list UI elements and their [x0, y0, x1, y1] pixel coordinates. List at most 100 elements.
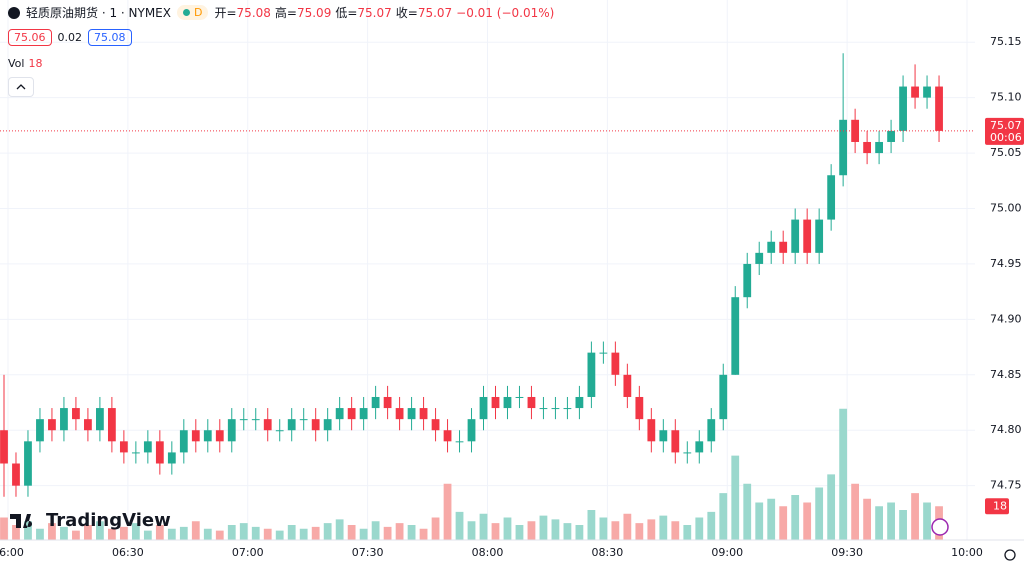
- volume-bar: [84, 525, 92, 540]
- last-volume-label: 18: [993, 499, 1007, 512]
- candle-body: [227, 419, 236, 442]
- y-tick-label: 74.80: [990, 423, 1022, 436]
- candle-body: [167, 452, 176, 464]
- ohlc-value: 75.07: [357, 6, 392, 20]
- volume-bar: [0, 517, 8, 540]
- volume-bar: [479, 513, 488, 540]
- candle-body: [131, 452, 140, 454]
- volume-bar: [131, 523, 140, 540]
- settings-icon: [1004, 549, 1016, 561]
- candle-body: [539, 408, 548, 410]
- candle-body: [263, 419, 272, 431]
- collapse-button[interactable]: [8, 77, 34, 97]
- volume-bar: [107, 528, 116, 540]
- candle-body: [455, 441, 464, 443]
- volume-bar: [659, 515, 668, 540]
- volume-bar: [119, 526, 128, 540]
- volume-bar: [815, 487, 824, 540]
- candle-body: [287, 419, 296, 431]
- volume-bar: [635, 523, 644, 540]
- candle-body: [48, 419, 56, 431]
- volume-bar: [863, 498, 872, 540]
- candle-body: [659, 430, 668, 442]
- volume-value: 18: [28, 57, 43, 70]
- volume-bar: [395, 523, 404, 540]
- volume-bar: [767, 498, 776, 540]
- volume-bar: [299, 528, 308, 540]
- volume-bar: [359, 528, 368, 540]
- volume-bar: [275, 530, 284, 540]
- candle-body: [815, 219, 824, 253]
- candle-body: [12, 463, 20, 486]
- volume-bar: [647, 519, 656, 540]
- volume-bar: [191, 521, 200, 540]
- candle-body: [119, 441, 128, 453]
- chevron: [16, 84, 26, 90]
- last-price-box: [985, 117, 1024, 145]
- candle-body: [275, 430, 284, 432]
- candle-body: [107, 408, 116, 442]
- y-tick-label: 74.95: [990, 257, 1022, 270]
- bid-box[interactable]: 75.06: [8, 29, 52, 46]
- volume-bar: [227, 525, 236, 540]
- candle-body: [911, 86, 919, 98]
- volume-bar: [12, 525, 20, 540]
- volume-bar: [839, 408, 848, 540]
- candle-body: [72, 408, 80, 420]
- volume-bar: [527, 521, 536, 540]
- ohlc-change: −0.01 (−0.01%): [456, 6, 555, 20]
- volume-bar: [707, 511, 716, 540]
- candle-body: [935, 86, 943, 131]
- volume-bar: [503, 517, 512, 540]
- volume-bar: [96, 521, 104, 540]
- candle-body: [36, 419, 44, 442]
- volume-bar: [383, 526, 392, 540]
- x-tick-label: 06:30: [112, 546, 144, 559]
- volume-bar: [743, 483, 752, 540]
- candle-body: [707, 419, 716, 442]
- y-tick-label: 74.75: [990, 479, 1022, 492]
- candle-body: [587, 352, 596, 397]
- candle-body: [671, 430, 680, 453]
- candle-body: [647, 419, 656, 442]
- candle-body: [479, 396, 488, 420]
- y-tick-label: 75.05: [990, 146, 1022, 159]
- candle-body: [515, 396, 524, 398]
- volume-bar: [803, 502, 812, 540]
- status-badge[interactable]: D: [177, 5, 209, 20]
- volume-bar: [36, 528, 44, 540]
- candle-body: [191, 430, 200, 442]
- candle-body: [635, 396, 644, 420]
- ohlc-legend: 开=75.08 高=75.09 低=75.07 收=75.07 −0.01 (−0.01…: [214, 4, 558, 21]
- candle-body: [695, 441, 704, 453]
- volume-bar: [827, 474, 836, 540]
- watermark-logo: [10, 513, 33, 528]
- candle-body: [599, 352, 608, 354]
- volume-bar: [611, 521, 620, 540]
- candle-body: [0, 430, 8, 464]
- volume-bar: [371, 521, 380, 540]
- candle-body: [407, 408, 416, 420]
- volume-bar: [899, 510, 907, 540]
- x-tick-label: 08:30: [592, 546, 624, 559]
- volume-bar: [431, 517, 440, 540]
- x-tick-label: 10:00: [951, 546, 983, 559]
- volume-bar: [203, 528, 212, 540]
- ask-box[interactable]: 75.08: [88, 29, 132, 46]
- candle-body: [719, 374, 728, 420]
- ohlc-value: 75.09: [296, 6, 332, 20]
- candle-body: [827, 175, 836, 220]
- volume-bar: [887, 502, 895, 540]
- candle-body: [503, 396, 512, 409]
- candle-body: [683, 452, 692, 454]
- candle-body: [887, 130, 895, 142]
- candle-body: [84, 419, 92, 431]
- volume-title: Vol: [8, 57, 25, 70]
- candle-body: [395, 408, 404, 420]
- candle-body: [143, 441, 152, 453]
- volume-bar: [179, 526, 188, 540]
- volume-bar: [323, 523, 332, 540]
- volume-bar: [923, 502, 931, 540]
